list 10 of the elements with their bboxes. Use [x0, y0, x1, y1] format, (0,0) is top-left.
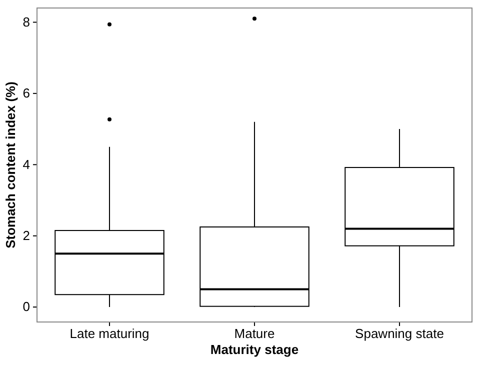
y-tick-label: 8	[22, 14, 30, 30]
y-tick-label: 6	[22, 86, 30, 101]
x-tick-label: Mature	[234, 326, 275, 342]
y-tick-label: 0	[22, 299, 30, 314]
y-tick-label: 4	[22, 156, 30, 172]
x-axis-title: Maturity stage	[210, 342, 299, 357]
y-tick-label: 2	[22, 228, 30, 244]
x-tick-label: Spawning state	[355, 326, 444, 342]
x-tick-label: Late maturing	[70, 326, 150, 342]
y-axis-title: Stomach content index (%)	[3, 82, 18, 248]
